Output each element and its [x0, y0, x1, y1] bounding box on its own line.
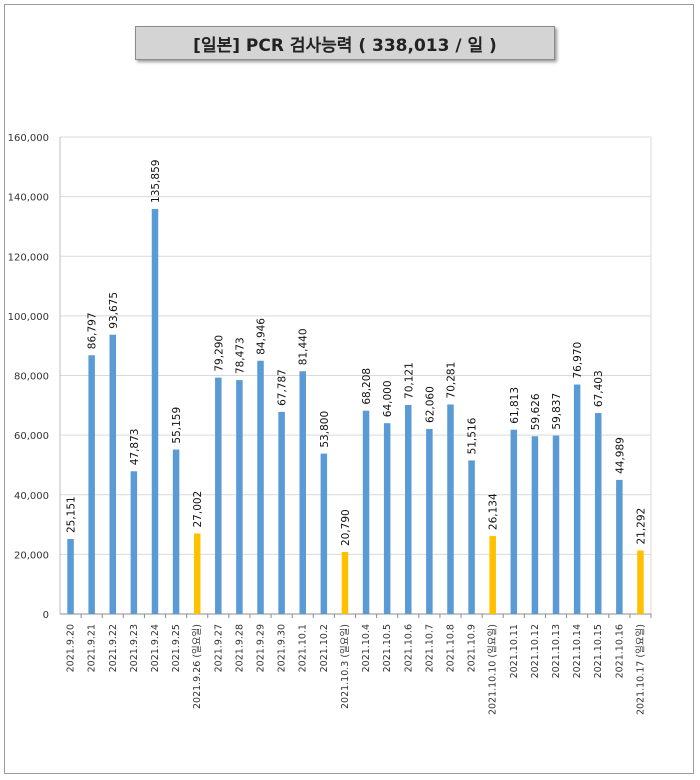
- y-tick-label: 140,000: [8, 193, 49, 204]
- x-tick-label: 2021.9.21: [87, 624, 98, 672]
- x-tick-label: 2021.9.26 (일요일): [192, 624, 203, 709]
- data-label: 27,002: [192, 491, 204, 528]
- data-label: 70,121: [403, 362, 415, 399]
- y-tick-label: 20,000: [14, 550, 49, 561]
- bar: [109, 334, 117, 614]
- data-label: 79,290: [213, 335, 225, 372]
- x-tick-label: 2021.9.20: [66, 624, 77, 672]
- x-tick-label: 2021.10.13: [551, 624, 562, 678]
- x-tick-label: 2021.10.1: [298, 624, 309, 672]
- data-label: 21,292: [635, 508, 647, 545]
- data-label: 53,800: [319, 411, 331, 448]
- data-label: 70,281: [445, 362, 457, 399]
- chart-title-box: [일본] PCR 검사능력 ( 338,013 / 일 ): [135, 26, 555, 60]
- bar: [489, 536, 496, 614]
- data-label: 67,403: [593, 370, 605, 407]
- bar: [637, 550, 644, 614]
- bar: [278, 411, 285, 614]
- x-tick-label: 2021.9.24: [150, 624, 161, 672]
- bar: [510, 429, 518, 614]
- x-tick-label: 2021.10.9: [467, 624, 478, 672]
- x-tick-label: 2021.10.7: [424, 624, 435, 672]
- data-label: 61,813: [509, 387, 521, 424]
- bar: [594, 413, 602, 614]
- bar: [447, 404, 454, 614]
- x-tick-label: 2021.9.23: [129, 624, 140, 672]
- data-label: 64,000: [382, 380, 394, 417]
- y-tick-label: 100,000: [8, 312, 49, 323]
- x-tick-label: 2021.10.15: [593, 624, 604, 678]
- bar: [341, 552, 349, 614]
- bar: [405, 404, 412, 614]
- x-tick-label: 2021.9.22: [108, 624, 119, 672]
- x-tick-label: 2021.10.17 (일요일): [635, 624, 646, 715]
- x-tick-label: 2021.10.2: [319, 624, 330, 672]
- x-tick-label: 2021.10.5: [382, 624, 393, 672]
- x-tick-label: 2021.10.8: [445, 624, 456, 672]
- y-tick-label: 0: [43, 610, 49, 621]
- y-tick-label: 120,000: [8, 252, 49, 263]
- bar: [362, 410, 370, 614]
- x-tick-label: 2021.9.25: [171, 624, 182, 672]
- x-tick-label: 2021.10.4: [361, 624, 372, 672]
- x-tick-label: 2021.10.16: [614, 624, 625, 678]
- bar: [383, 423, 391, 614]
- x-tick-label: 2021.10.12: [530, 624, 541, 678]
- bar: [67, 539, 74, 614]
- data-label: 62,060: [424, 386, 436, 423]
- data-label: 51,516: [467, 417, 479, 454]
- x-tick-label: 2021.10.14: [572, 624, 583, 678]
- data-label: 76,970: [572, 342, 584, 379]
- x-tick-label: 2021.9.30: [277, 624, 288, 672]
- bar: [193, 533, 201, 614]
- x-tick-label: 2021.10.6: [403, 624, 414, 672]
- data-label: 67,787: [277, 369, 289, 406]
- data-label: 55,159: [171, 407, 183, 444]
- data-label: 81,440: [298, 328, 310, 365]
- bar: [299, 371, 306, 614]
- bar: [573, 384, 581, 614]
- bar: [616, 479, 623, 614]
- data-label: 78,473: [234, 337, 246, 374]
- data-label: 25,151: [66, 496, 78, 533]
- x-tick-label: 2021.9.27: [213, 624, 224, 672]
- data-label: 86,797: [87, 312, 99, 349]
- bar: [130, 471, 138, 614]
- data-label: 26,134: [488, 493, 500, 530]
- data-label: 20,790: [340, 509, 352, 546]
- bar: [236, 380, 243, 614]
- x-tick-label: 2021.10.3 (일요일): [340, 624, 351, 709]
- bar: [468, 460, 475, 614]
- bar: [172, 449, 180, 614]
- data-label: 68,208: [361, 368, 373, 405]
- y-tick-label: 40,000: [14, 491, 49, 502]
- x-tick-label: 2021.10.10 (일요일): [488, 624, 499, 715]
- data-label: 47,873: [129, 429, 141, 466]
- bar: [215, 377, 222, 614]
- bar: [151, 208, 159, 615]
- bar: [531, 436, 539, 614]
- data-label: 93,675: [108, 292, 120, 329]
- data-label: 59,837: [551, 393, 563, 430]
- x-tick-label: 2021.9.29: [256, 624, 267, 672]
- bar: [88, 355, 95, 614]
- bar: [320, 453, 328, 614]
- data-label: 84,946: [256, 318, 268, 355]
- data-label: 135,859: [150, 160, 162, 203]
- x-tick-label: 2021.10.11: [509, 624, 520, 678]
- bar: [552, 435, 560, 614]
- y-tick-label: 160,000: [8, 133, 49, 144]
- chart-title: [일본] PCR 검사능력 ( 338,013 / 일 ): [193, 35, 497, 56]
- bar: [426, 428, 433, 614]
- data-label: 44,989: [614, 437, 626, 474]
- y-tick-label: 60,000: [14, 431, 49, 442]
- y-tick-label: 80,000: [14, 372, 49, 383]
- data-label: 59,626: [530, 393, 542, 430]
- bar: [257, 360, 264, 614]
- x-tick-label: 2021.9.28: [234, 624, 245, 672]
